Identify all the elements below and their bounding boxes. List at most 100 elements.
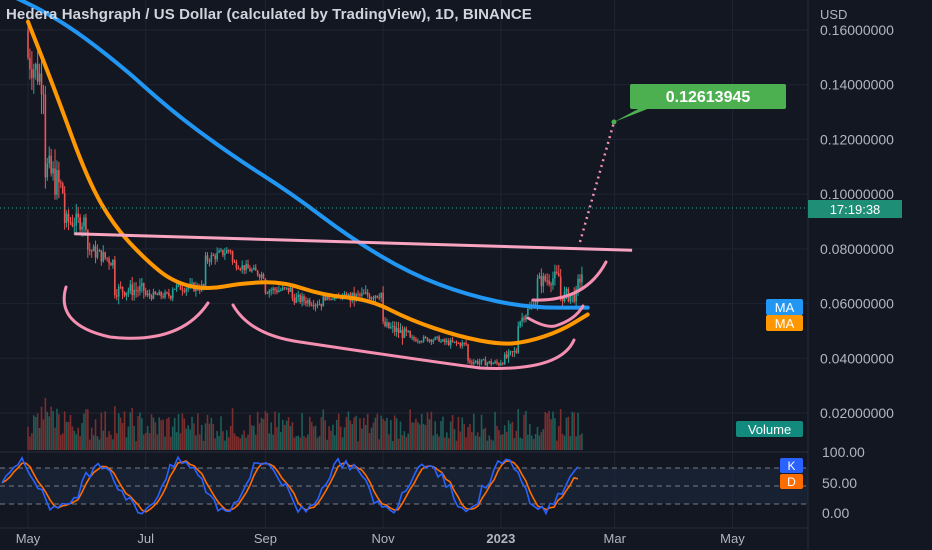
projection-path[interactable] [578, 121, 616, 243]
volume-bar [530, 435, 533, 450]
volume-bar [579, 435, 581, 450]
candle-body [372, 297, 375, 299]
candle-body [540, 276, 543, 287]
volume-bar [426, 412, 429, 450]
volume-bar [482, 428, 485, 450]
candle-body [73, 225, 76, 227]
price-candles[interactable] [27, 18, 583, 369]
candle-body [198, 289, 201, 291]
stochastic-pane[interactable] [0, 451, 808, 516]
volume-bar [108, 431, 110, 450]
candle-body [115, 295, 118, 297]
candle-body [428, 339, 431, 342]
volume-bar [476, 432, 479, 450]
candle-body [476, 360, 479, 364]
volume-bar [561, 433, 564, 450]
candle-body [486, 362, 489, 366]
volume-bar [137, 416, 139, 450]
volume-bar [390, 420, 392, 450]
candle-body [225, 250, 228, 254]
volume-bar [573, 412, 575, 450]
time-tick-label: Jul [137, 531, 154, 546]
volume-bar [569, 436, 572, 450]
candle-body [96, 251, 99, 258]
volume-bar [532, 439, 535, 450]
candle-body [210, 255, 213, 262]
candle-body [110, 263, 112, 266]
pink-arc-right[interactable] [531, 260, 608, 302]
candle-body [214, 255, 217, 260]
stoch-d-line[interactable] [1, 459, 579, 513]
candle-body [391, 326, 394, 328]
candle-body [569, 295, 572, 302]
pink-arc-left[interactable] [62, 285, 210, 340]
candle-body [440, 341, 442, 343]
volume-bar [467, 427, 469, 450]
pink-arc-middle[interactable] [231, 303, 576, 370]
volume-bar [349, 420, 352, 450]
candle-body [552, 278, 554, 286]
volume-bar [521, 438, 523, 450]
volume-bar [478, 436, 481, 450]
volume-bar [216, 430, 218, 450]
volume-bar [336, 419, 338, 450]
candle-body [318, 303, 321, 305]
candle-body [364, 292, 367, 294]
ma-blue-badge: MA [766, 299, 803, 315]
stoch-k-line[interactable] [1, 455, 579, 516]
volume-bar [289, 426, 292, 450]
ma-blue-line[interactable] [0, 0, 590, 310]
volume-bar [386, 417, 388, 450]
pink-arc-small[interactable] [526, 304, 585, 328]
volume-bar [544, 411, 547, 450]
candle-body [573, 292, 575, 302]
volume-bar [492, 440, 494, 450]
volume-bar [44, 397, 47, 450]
volume-bar [247, 434, 249, 450]
candle-body [29, 57, 31, 70]
volume-bar [170, 436, 172, 450]
candle-body [544, 275, 547, 281]
candle-body [293, 298, 296, 303]
resistance-line[interactable] [74, 232, 633, 252]
candle-body [212, 255, 215, 257]
price-tick-label: 0.02000000 [820, 405, 894, 421]
candle-body [77, 213, 79, 218]
candle-body [509, 351, 512, 353]
candle-body [413, 337, 415, 340]
volume-bar [542, 429, 545, 450]
volume-bar [301, 413, 303, 450]
candle-body [463, 342, 465, 344]
candle-body [71, 222, 74, 227]
volume-bar [75, 434, 78, 450]
candle-body [175, 284, 178, 289]
volume-bar [436, 433, 438, 450]
candle-body [231, 251, 234, 262]
volume-bar [222, 431, 224, 450]
volume-bar [548, 410, 550, 450]
price-scale[interactable]: USD 0.16000000 0.14000000 0.12000000 0.1000… [807, 0, 894, 550]
target-price-label[interactable]: 0.12613945 [611, 84, 787, 125]
volume-bar [231, 408, 234, 450]
volume-bar [197, 413, 199, 450]
target-price-text: 0.12613945 [666, 89, 751, 106]
volume-bar [158, 417, 161, 450]
ma-orange-line[interactable] [26, 19, 590, 346]
candle-body [46, 163, 49, 178]
candle-body [368, 295, 371, 299]
time-axis[interactable]: May Jul Sep Nov 2023 Mar May [0, 527, 808, 546]
volume-bar [79, 436, 81, 450]
candle-body [58, 170, 60, 183]
candle-body [517, 326, 520, 353]
volume-bar [332, 424, 334, 450]
volume-bar [210, 417, 213, 450]
candle-body [154, 291, 157, 295]
volume-bar [46, 411, 49, 450]
candle-body [117, 286, 120, 297]
volume-bar [529, 423, 531, 450]
volume-bar [430, 411, 433, 450]
candle-body [162, 296, 164, 298]
volume-bar [382, 418, 384, 450]
volume-bar [357, 441, 359, 450]
